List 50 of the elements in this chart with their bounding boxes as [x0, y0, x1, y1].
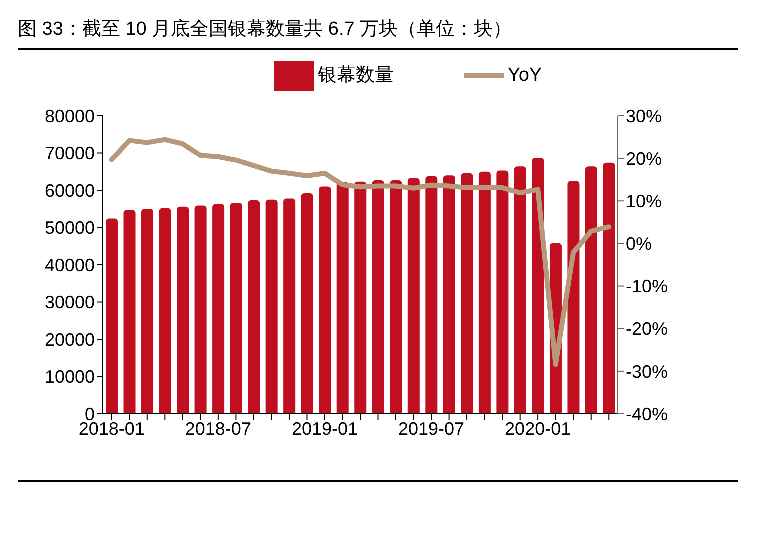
bar	[230, 203, 242, 414]
bar	[603, 162, 616, 414]
x-tick-label: 2020-01	[505, 418, 572, 439]
bar	[284, 198, 296, 414]
y-tick-label: 10000	[44, 367, 95, 388]
bar	[106, 218, 118, 414]
bar	[408, 178, 420, 414]
y2-tick-label: -40%	[626, 404, 668, 424]
bar	[319, 186, 332, 414]
y2-tick-label: 30%	[626, 106, 662, 126]
bar	[372, 180, 384, 414]
y2-tick-label: -30%	[626, 362, 668, 382]
y2-tick-label: 20%	[626, 148, 662, 169]
bar	[194, 206, 207, 414]
bar	[159, 208, 172, 414]
y-tick-label: 60000	[44, 180, 95, 201]
bar	[443, 176, 456, 414]
y2-tick-label: 0%	[626, 234, 652, 254]
y-tick-label: 80000	[44, 106, 95, 126]
bar	[212, 204, 225, 414]
chart-title: 图 33：截至 10 月底全国银幕数量共 6.7 万块（单位：块）	[17, 18, 514, 42]
bar	[266, 200, 278, 414]
x-tick-label: 2019-07	[398, 418, 465, 439]
legend-label: 银幕数量	[318, 65, 394, 86]
y-tick-label: 20000	[44, 330, 95, 350]
y2-tick-label: -20%	[626, 319, 668, 340]
bar	[478, 172, 491, 414]
y2-tick-label: 10%	[626, 192, 662, 212]
bar	[426, 176, 438, 414]
bar	[301, 193, 314, 414]
bar	[461, 173, 474, 414]
bar	[514, 166, 526, 414]
bar	[124, 210, 136, 414]
bar	[142, 209, 154, 414]
bar	[390, 180, 402, 414]
bar	[496, 170, 509, 414]
bar	[568, 181, 580, 414]
bar	[177, 206, 190, 414]
x-tick-label: 2019-01	[292, 418, 358, 439]
y-tick-label: 50000	[44, 218, 95, 238]
y-tick-label: 70000	[44, 144, 95, 164]
bar	[248, 200, 260, 414]
bar	[354, 182, 367, 414]
x-tick-label: 2018-07	[185, 418, 252, 439]
y-tick-label: 30000	[44, 292, 95, 313]
legend-label: YoY	[508, 65, 542, 86]
y-tick-label: 40000	[44, 255, 95, 276]
bar	[585, 166, 598, 414]
bar	[336, 182, 349, 414]
y2-tick-label: -10%	[626, 276, 668, 297]
